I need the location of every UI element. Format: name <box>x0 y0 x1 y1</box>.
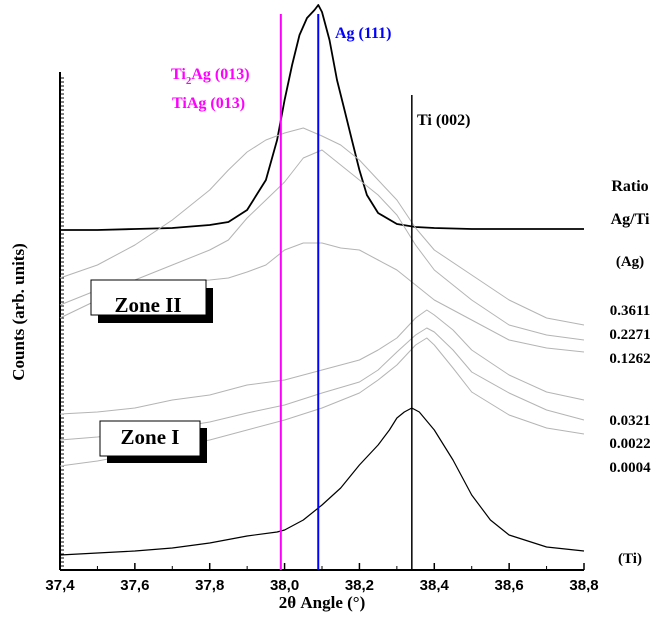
series-label: 0.0321 <box>609 413 650 429</box>
x-tick-label: 38,8 <box>569 577 598 594</box>
ref-label-tiag: TiAg (013) <box>172 95 245 112</box>
x-tick-label: 38,4 <box>420 577 450 594</box>
series-line-4 <box>59 309 585 415</box>
x-tick-label: 37,4 <box>45 577 75 594</box>
x-tick-label: 37,8 <box>195 577 224 594</box>
x-tick-label: 37,6 <box>120 577 149 594</box>
ti2ag-rest: Ag (013) <box>191 66 249 83</box>
x-tick-label: 38,2 <box>345 577 374 594</box>
x-tick-labels: 37,4 37,6 37,8 38,0 38,2 38,4 38,6 38,8 <box>45 577 598 594</box>
ref-label-ti2ag: Ti2Ag (013) <box>171 66 250 87</box>
ref-label-ti002: Ti (002) <box>417 112 470 129</box>
zone-ii-box: Zone II <box>90 279 213 323</box>
zone-ii-label: Zone II <box>114 293 181 317</box>
series-label: (Ag) <box>616 254 644 270</box>
ref-label-ag111: Ag (111) <box>335 25 391 42</box>
series-label: 0.2271 <box>609 327 650 343</box>
series-line-1 <box>59 127 585 326</box>
x-tick-label: 38,6 <box>495 577 524 594</box>
y-axis-title: Counts (arb. units) <box>9 243 28 380</box>
x-axis-title: 2θ Angle (°) <box>279 593 366 612</box>
x-tick-label: 38,0 <box>270 577 299 594</box>
reference-lines <box>279 14 413 570</box>
series-labels: (Ag) 0.3611 0.2271 0.1262 0.0321 0.0022 0.0004… <box>609 254 651 567</box>
zone-i-label: Zone I <box>121 425 180 449</box>
x-ticks <box>59 563 585 570</box>
series-label: 0.0022 <box>609 436 650 452</box>
legend-title-line2: Ag/Ti <box>611 211 650 228</box>
ti2ag-sub: 2 <box>186 75 192 87</box>
series-label: 0.0004 <box>609 460 651 476</box>
y-minor-ticks <box>60 77 64 567</box>
series-label: 0.1262 <box>609 351 650 367</box>
series-label: (Ti) <box>618 551 642 567</box>
series-line-2 <box>59 149 585 341</box>
ti2ag-main: Ti <box>171 66 186 83</box>
legend-title-line1: Ratio <box>611 178 648 195</box>
series-label: 0.3611 <box>610 303 650 319</box>
series-line-7 <box>59 407 585 556</box>
series-line-0 <box>60 4 584 231</box>
zone-i-box: Zone I <box>99 420 207 463</box>
